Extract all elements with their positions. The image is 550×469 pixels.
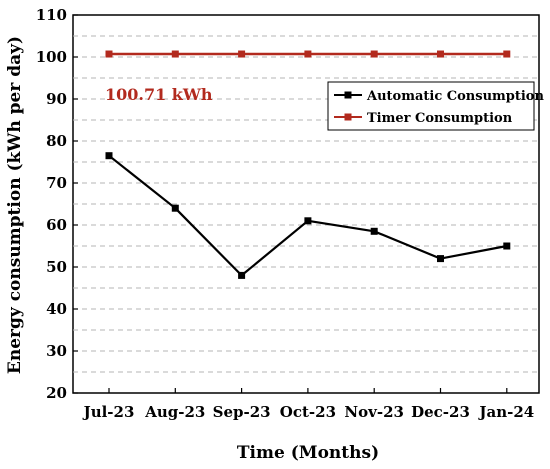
data-point-automatic-consumption-Dec-23 (437, 255, 444, 263)
y-tick-label-90: 90 (46, 90, 67, 108)
data-point-timer-consumption-Jul-23 (105, 50, 113, 58)
y-tick-label-100: 100 (36, 48, 67, 66)
y-tick-label-110: 110 (36, 6, 67, 24)
y-tick-label-40: 40 (46, 300, 67, 318)
legend: Automatic Consumption Timer Consumption (327, 81, 544, 131)
legend-label-automatic: Automatic Consumption (366, 89, 544, 104)
plot-area: 20 30 40 50 60 70 80 90 100 110 Jul-23 Aug-23 Sep-23… (36, 6, 540, 421)
legend-marker-timer (344, 113, 352, 121)
data-point-timer-consumption-Nov-23 (370, 50, 378, 58)
x-tick-label-Aug-23: Aug-23 (144, 403, 205, 421)
y-tick-label-20: 20 (46, 384, 67, 402)
x-tick-label-Jul-23: Jul-23 (82, 403, 135, 421)
data-point-automatic-consumption-Aug-23 (171, 204, 179, 212)
y-tick-label-80: 80 (46, 132, 67, 150)
y-tick-label-70: 70 (46, 174, 67, 192)
legend-label-timer: Timer Consumption (367, 111, 513, 126)
annotation-label: 100.71 kWh (105, 85, 213, 104)
data-point-timer-consumption-Oct-23 (304, 50, 312, 58)
x-axis-title: Time (Months) (237, 443, 379, 463)
data-point-automatic-consumption-Jul-23 (105, 152, 113, 160)
axis-ticks: 20 30 40 50 60 70 80 90 100 110 Jul-23 Aug-23 Sep-23… (36, 6, 535, 421)
data-point-automatic-consumption-Oct-23 (304, 217, 312, 225)
data-point-automatic-consumption-Jan-24 (503, 242, 511, 250)
data-point-timer-consumption-Aug-23 (171, 50, 179, 58)
data-point-automatic-consumption-Nov-23 (370, 227, 378, 235)
x-tick-label-Dec-23: Dec-23 (411, 403, 470, 421)
series-markers (105, 50, 511, 279)
data-point-automatic-consumption-Sep-23 (238, 271, 246, 279)
x-tick-label-Jan-24: Jan-24 (477, 403, 534, 421)
data-point-timer-consumption-Jan-24 (503, 50, 511, 58)
data-point-timer-consumption-Sep-23 (238, 50, 246, 58)
y-axis-title: Energy consumption (kWh per day) (5, 36, 25, 374)
data-point-timer-consumption-Dec-23 (437, 50, 444, 58)
legend-box (327, 81, 535, 131)
x-tick-label-Oct-23: Oct-23 (280, 403, 336, 421)
y-tick-label-60: 60 (46, 216, 67, 234)
y-tick-label-30: 30 (46, 342, 67, 360)
y-tick-label-50: 50 (46, 258, 67, 276)
x-tick-label-Sep-23: Sep-23 (213, 403, 271, 421)
legend-marker-automatic (344, 91, 352, 99)
x-tick-label-Nov-23: Nov-23 (344, 403, 404, 421)
